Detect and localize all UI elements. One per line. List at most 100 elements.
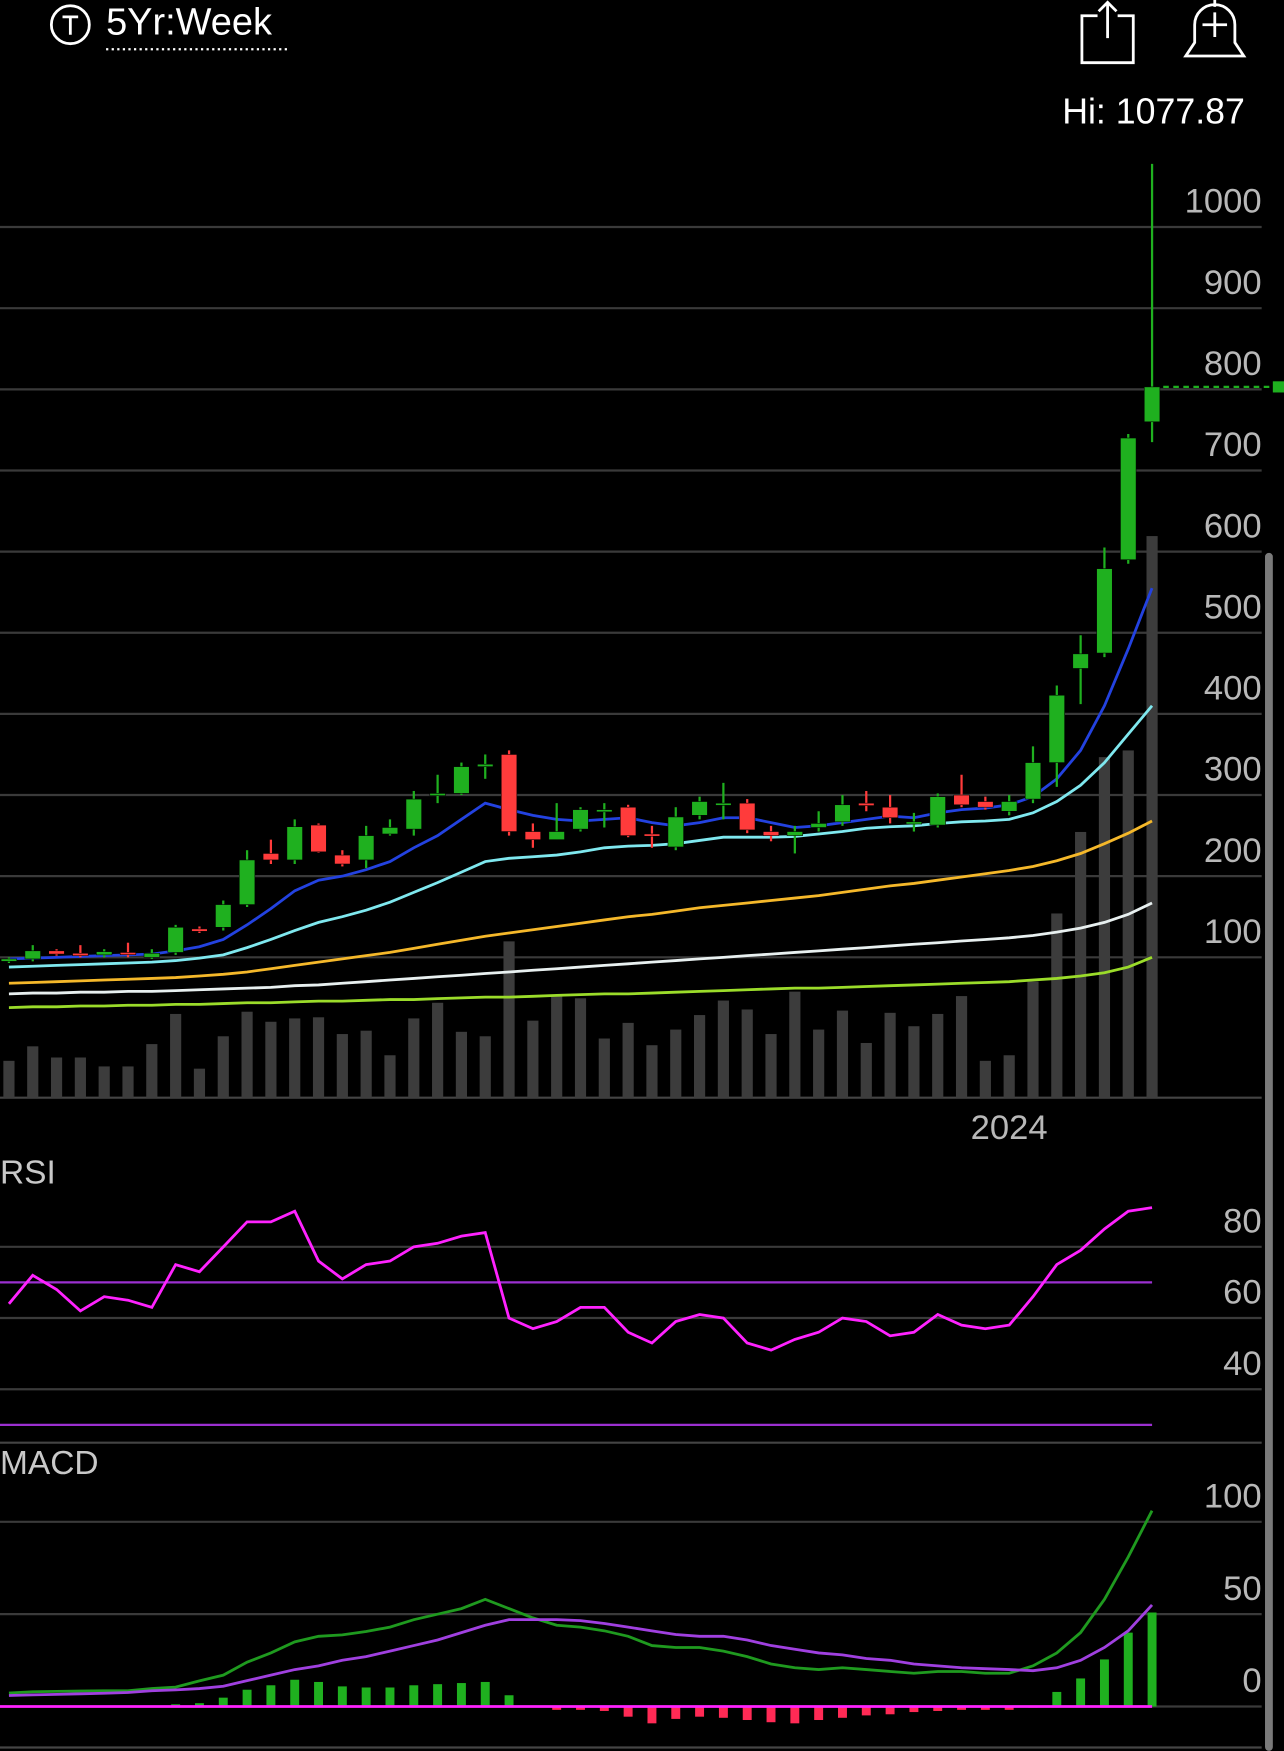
histogram-bar [1123, 1632, 1133, 1707]
volume-bar [312, 1017, 325, 1098]
candle-body [0, 958, 18, 962]
candle-body [834, 804, 851, 823]
high-label: Hi: 1077.87 [1062, 91, 1245, 131]
histogram-bar [409, 1685, 419, 1707]
volume-bar [503, 941, 515, 1098]
volume-bar [432, 1002, 444, 1098]
period-selector[interactable]: 5Yr:Week [106, 2, 273, 44]
candle-body [310, 824, 327, 853]
histogram-bar [242, 1689, 252, 1707]
candle-body [548, 831, 565, 840]
volume-bar [170, 1013, 182, 1098]
histogram-bar [290, 1679, 300, 1707]
scrollbar[interactable] [1265, 552, 1273, 1751]
volume-bar [1051, 913, 1063, 1098]
histogram-bar [576, 1706, 585, 1710]
volume-bar [98, 1066, 110, 1098]
volume-bar [3, 1060, 15, 1098]
share-button[interactable] [1080, 0, 1135, 65]
volume-bar [384, 1055, 396, 1098]
icon-glyph [62, 15, 79, 35]
panel-title: MACD [0, 1445, 99, 1482]
volume-bar [955, 996, 968, 1098]
y-tick-label: 600 [1204, 507, 1262, 545]
candle-body [24, 950, 41, 960]
volume-bar [1075, 831, 1087, 1098]
histogram-bar [433, 1684, 443, 1707]
volume-bar [765, 1034, 777, 1098]
panel-title: RSI [0, 1155, 56, 1192]
candle-body [762, 831, 780, 836]
y-tick-label: 100 [1204, 1478, 1262, 1516]
volume-bar [598, 1038, 610, 1098]
histogram-bar [314, 1681, 323, 1707]
candle-body [858, 802, 875, 806]
x-tick-label: 2024 [971, 1109, 1048, 1147]
volume-bar [241, 1011, 253, 1098]
candle-body [1048, 694, 1065, 763]
moving-average [8, 901, 1153, 996]
histogram-bar [885, 1706, 895, 1715]
volume-bar [908, 1026, 920, 1098]
volume-bar [670, 1029, 682, 1098]
candle-body [667, 816, 684, 848]
volume-bar [741, 1009, 753, 1098]
bell [1183, 3, 1247, 58]
volume-bar [122, 1066, 134, 1098]
volume-bar [932, 1013, 944, 1098]
symbol-icon[interactable] [49, 4, 91, 46]
histogram-bar [695, 1706, 705, 1717]
histogram-bar [980, 1706, 990, 1710]
candle-body [1001, 801, 1018, 812]
volume-bar [1027, 981, 1039, 1098]
y-tick-label: 300 [1204, 751, 1262, 789]
candle-body [882, 806, 899, 819]
volume-bar [360, 1030, 372, 1098]
histogram-bar [718, 1706, 728, 1718]
histogram-bar [1099, 1659, 1109, 1707]
candle-body [572, 809, 589, 830]
candle-body [810, 823, 827, 828]
moving-average [8, 587, 1154, 961]
alert-button[interactable] [1183, 0, 1247, 58]
indicator-line [8, 1603, 1154, 1697]
candle-body [643, 833, 661, 837]
histogram-bar [504, 1695, 514, 1707]
y-tick-label: 50 [1223, 1570, 1262, 1608]
share-box [1080, 14, 1135, 65]
volume-bar [979, 1060, 991, 1098]
candle-body [596, 809, 613, 813]
volume-bar [27, 1046, 39, 1098]
histogram-bar [266, 1685, 276, 1707]
candle-body [1024, 762, 1042, 800]
volume-bar [217, 1036, 229, 1098]
histogram-bar [933, 1706, 943, 1711]
y-tick-label: 500 [1204, 588, 1262, 626]
volume-bar [884, 1012, 896, 1098]
candle-body [1120, 437, 1137, 561]
histogram-bar [861, 1706, 871, 1716]
histogram-bar [218, 1697, 228, 1707]
histogram-bar [599, 1706, 609, 1711]
histogram-bar [647, 1706, 657, 1724]
candle-body [334, 854, 351, 865]
moving-average [8, 956, 1153, 1009]
volume-bar [574, 998, 587, 1098]
histogram-bar [480, 1681, 490, 1707]
volume-bar [789, 991, 801, 1098]
candle-body [215, 904, 232, 928]
histogram-bar [1076, 1678, 1086, 1707]
y-tick-label: 100 [1204, 913, 1262, 951]
candle-body [905, 821, 923, 825]
candle-body [358, 835, 375, 861]
y-tick-label: 60 [1223, 1274, 1262, 1312]
volume-bar [860, 1042, 872, 1098]
candle-body [500, 754, 518, 832]
candle-body [167, 927, 184, 953]
candle-body [405, 798, 422, 830]
candle-body [262, 853, 279, 861]
volume-bar [193, 1068, 206, 1098]
histogram-bar [337, 1686, 347, 1707]
